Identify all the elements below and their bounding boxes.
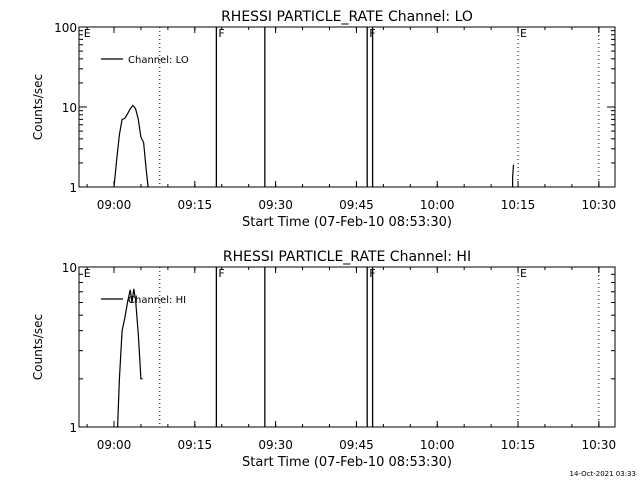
legend-label: Channel: HI xyxy=(128,295,186,306)
x-tick-label: 10:30 xyxy=(582,438,617,452)
y-tick-label: 100 xyxy=(54,21,77,35)
x-tick-label: 09:00 xyxy=(97,438,132,452)
x-tick-label: 10:15 xyxy=(501,198,536,212)
flag-label: F xyxy=(218,267,224,280)
x-tick-label: 09:15 xyxy=(178,438,213,452)
x-tick-label: 09:30 xyxy=(258,198,293,212)
y-tick-label: 10 xyxy=(62,261,77,275)
flag-label: E xyxy=(520,27,527,40)
chart-title: RHESSI PARTICLE_RATE Channel: HI xyxy=(223,249,471,265)
x-tick-label: 10:00 xyxy=(420,198,455,212)
y-axis-label: Counts/sec xyxy=(31,74,45,140)
x-tick-label: 09:00 xyxy=(97,198,132,212)
x-tick-label: 09:15 xyxy=(178,198,213,212)
x-tick-label: 10:00 xyxy=(420,438,455,452)
flag-label: E xyxy=(84,27,91,40)
timestamp-footer: 14-Oct-2021 03:33 xyxy=(569,470,636,478)
flag-label: F xyxy=(369,27,375,40)
x-tick-label: 09:30 xyxy=(258,438,293,452)
y-tick-label: 1 xyxy=(69,421,77,435)
x-tick-label: 09:45 xyxy=(339,438,374,452)
plot-frame xyxy=(78,266,616,428)
x-axis-label: Start Time (07-Feb-10 08:53:30) xyxy=(242,215,452,230)
x-tick-label: 10:15 xyxy=(501,438,536,452)
chart-panel-1 xyxy=(78,266,616,428)
x-axis-label: Start Time (07-Feb-10 08:53:30) xyxy=(242,455,452,470)
y-axis-label: Counts/sec xyxy=(31,314,45,380)
chart-title: RHESSI PARTICLE_RATE Channel: LO xyxy=(221,9,473,25)
flag-label: E xyxy=(520,267,527,280)
data-series-0 xyxy=(117,288,143,428)
y-tick-label: 1 xyxy=(69,181,77,195)
x-tick-label: 10:30 xyxy=(582,198,617,212)
chart-panel-0 xyxy=(78,26,616,188)
x-tick-label: 09:45 xyxy=(339,198,374,212)
flag-label: F xyxy=(218,27,224,40)
legend-label: Channel: LO xyxy=(128,55,189,66)
y-tick-label: 10 xyxy=(62,101,77,115)
flag-label: E xyxy=(84,267,91,280)
flag-label: F xyxy=(369,267,375,280)
data-series-1 xyxy=(511,164,515,187)
data-series-0 xyxy=(113,104,149,188)
